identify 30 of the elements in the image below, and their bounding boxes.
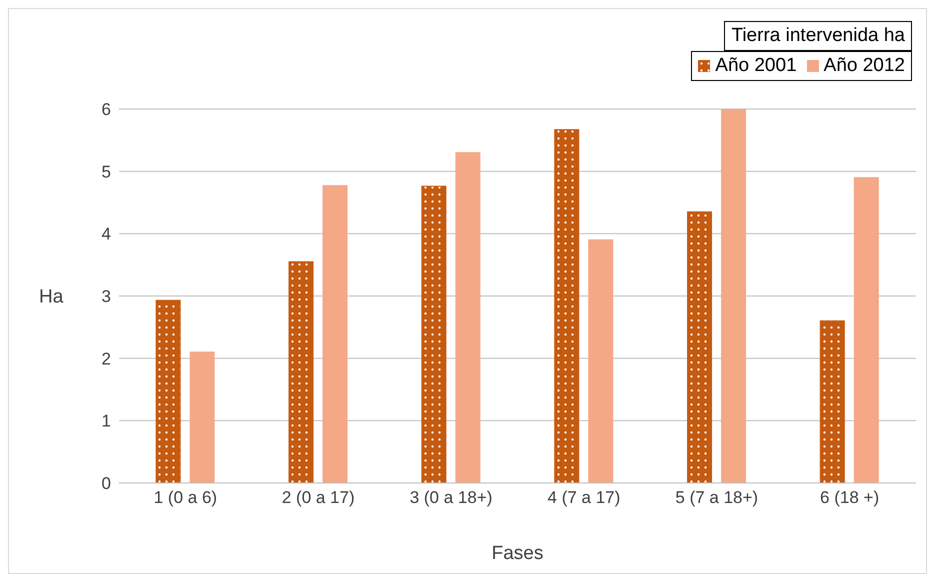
y-tick-label: 5 [102,162,111,182]
bar [820,320,845,483]
bar [455,152,480,483]
y-tick-label: 2 [102,349,111,368]
bar [190,352,215,483]
x-tick-label: 5 (7 a 18+) [675,488,758,508]
bar [854,177,879,483]
y-axis-title: Ha [39,286,64,308]
x-tick-label: 3 (0 a 18+) [410,488,492,508]
bar [554,129,580,483]
bar [421,186,446,483]
y-tick-label: 3 [102,287,111,306]
x-axis-title: Fases [492,543,544,564]
bar [721,109,746,483]
y-tick-label: 6 [102,100,111,120]
bar [687,211,712,483]
y-tick-label: 1 [102,412,111,431]
x-tick-label: 1 (0 a 6) [154,488,218,508]
bar [588,239,614,483]
bar [288,261,314,483]
bar [322,185,348,483]
legend-label: Año 2001 [714,55,797,77]
legend-label: Año 2012 [822,55,905,77]
bar [156,300,181,483]
x-tick-label: 6 (18 +) [820,488,880,508]
x-tick-label: 4 (7 a 17) [548,488,620,508]
x-tick-label: 2 (0 a 17) [282,488,355,508]
y-tick-label: 0 [102,474,111,494]
legend-title: Tierra intervenida ha [724,21,912,51]
y-tick-label: 4 [102,224,111,244]
